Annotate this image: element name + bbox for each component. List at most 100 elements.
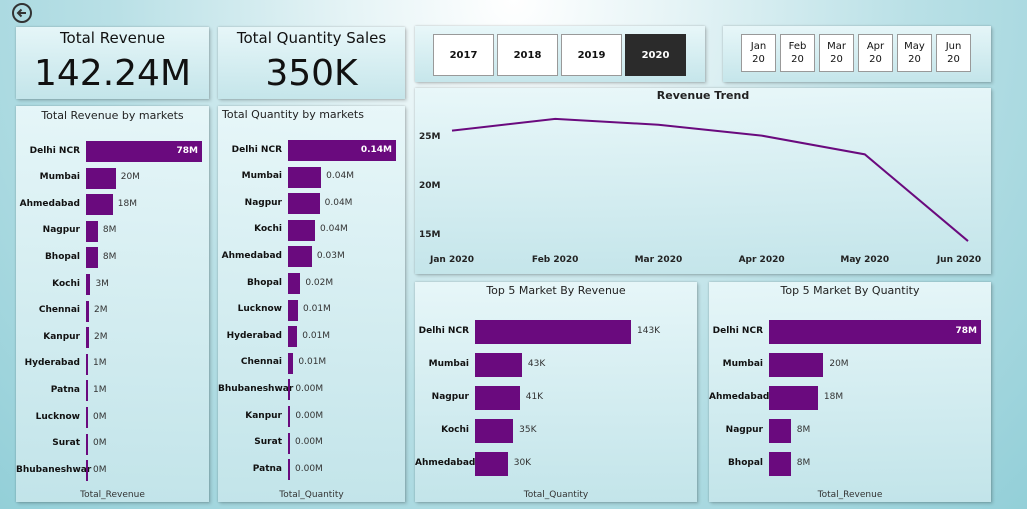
month-button[interactable]: Feb 20 [780, 34, 815, 72]
market-value-label: 3M [95, 278, 109, 289]
market-bar[interactable] [86, 353, 88, 375]
market-value-label: 0.14M [360, 144, 392, 155]
market-bar[interactable] [86, 274, 91, 295]
category-label: Ahmedabad [709, 392, 770, 402]
market-bar[interactable] [86, 460, 88, 482]
market-label: Chennai [240, 357, 282, 368]
quantity-by-markets-chart: Total Quantity by markets Total_Quantity… [218, 106, 405, 502]
market-bar[interactable] [288, 299, 299, 321]
market-bar[interactable] [288, 326, 298, 348]
revenue-by-markets-axis-label: Total_Revenue [80, 490, 145, 500]
category-label: Delhi NCR [712, 326, 763, 336]
top5-revenue-axis-label: Total_Quantity [523, 490, 589, 500]
market-label: Ahmedabad [221, 250, 282, 261]
bar-value-label: 43K [527, 359, 546, 369]
market-bar[interactable] [86, 141, 202, 162]
market-value-label: 2M [93, 331, 108, 342]
top5-bar[interactable] [769, 353, 824, 377]
market-value-label: 1M [93, 384, 107, 395]
revenue-trend-chart: Revenue Trend 25M 20M 15M Jan 2020 Feb 2020 M… [415, 88, 991, 274]
year-button[interactable]: 2018 [497, 34, 558, 76]
category-label: Bhopal [727, 458, 763, 468]
market-bar[interactable] [288, 193, 320, 215]
market-value-label: 20M [120, 172, 140, 183]
revenue-trend-point[interactable] [553, 117, 557, 121]
back-arrow-icon[interactable] [12, 3, 32, 23]
bar-value-label: 41K [525, 392, 544, 402]
year-button[interactable]: 2017 [433, 34, 494, 76]
category-label: Nagpur [725, 425, 763, 435]
revenue-trend-point[interactable] [966, 239, 970, 243]
top5-bar[interactable] [475, 419, 514, 443]
market-value-label: 0M [93, 438, 107, 449]
top5-bar[interactable] [475, 386, 520, 410]
month-name: May [904, 41, 925, 52]
market-bar[interactable] [288, 166, 322, 188]
top5-bar[interactable] [769, 320, 981, 344]
market-bar[interactable] [288, 246, 312, 268]
kpi-quantity-value: 350K [265, 53, 358, 94]
top5-bar[interactable] [475, 320, 631, 344]
market-value-label: 0.00M [295, 463, 323, 474]
market-label: Kochi [52, 278, 80, 289]
top5-bar[interactable] [475, 452, 508, 476]
year-button[interactable]: 2019 [561, 34, 622, 76]
x-tick-label: Jun 2020 [936, 255, 982, 265]
month-button[interactable]: Jun 20 [936, 34, 971, 72]
bar-value-label: 8M [796, 425, 811, 435]
market-label: Hyderabad [226, 330, 282, 341]
market-value-label: 1M [93, 358, 107, 369]
market-bar[interactable] [288, 459, 290, 481]
year-button[interactable]: 2020 [625, 34, 686, 76]
market-bar[interactable] [86, 300, 89, 322]
revenue-trend-point[interactable] [760, 134, 764, 138]
kpi-revenue-value: 142.24M [33, 53, 192, 94]
market-bar[interactable] [86, 167, 116, 189]
revenue-trend-point[interactable] [656, 123, 660, 127]
month-year: 20 [830, 54, 843, 65]
revenue-by-markets-chart: Total Revenue by markets Total_Revenue D… [16, 106, 209, 502]
top5-revenue-title: Top 5 Market By Revenue [486, 284, 626, 297]
market-label: Patna [252, 463, 282, 474]
month-year: 20 [908, 54, 921, 65]
market-label: Mumbai [39, 172, 80, 183]
market-value-label: 0.04M [326, 171, 354, 182]
market-value-label: 78M [176, 145, 198, 156]
month-button[interactable]: Jan 20 [741, 34, 776, 72]
market-value-label: 0.04M [320, 224, 348, 235]
market-bar[interactable] [288, 406, 291, 427]
market-bar[interactable] [288, 219, 315, 241]
market-value-label: 0.00M [295, 383, 324, 394]
market-bar[interactable] [86, 327, 89, 349]
quantity-by-markets-axis-label: Total_Quantity [279, 490, 344, 500]
market-bar[interactable] [86, 407, 88, 428]
revenue-trend-point[interactable] [863, 152, 867, 156]
market-label: Mumbai [241, 171, 282, 182]
market-value-label: 18M [117, 198, 137, 209]
market-bar[interactable] [288, 140, 396, 161]
category-label: Kochi [441, 425, 469, 435]
market-label: Ahmedabad [19, 198, 80, 209]
market-bar[interactable] [288, 432, 290, 454]
top5-quantity-chart: Top 5 Market By Quantity Total_Revenue D… [709, 282, 991, 502]
market-bar[interactable] [288, 379, 291, 401]
month-button[interactable]: May 20 [897, 34, 932, 72]
month-button[interactable]: Mar 20 [819, 34, 854, 72]
top5-bar[interactable] [769, 419, 791, 443]
top5-bar[interactable] [769, 386, 818, 410]
market-bar[interactable] [288, 352, 294, 374]
market-bar[interactable] [86, 433, 88, 455]
revenue-trend-point[interactable] [450, 129, 454, 133]
revenue-trend-plot [450, 117, 970, 243]
y-tick-label: 15M [419, 230, 441, 241]
year-slicer: 2017 2018 2019 2020 [415, 26, 705, 82]
market-bar[interactable] [86, 220, 98, 242]
market-bar[interactable] [86, 380, 88, 402]
bar-value-label: 18M [823, 392, 844, 402]
market-bar[interactable] [86, 247, 98, 269]
top5-bar[interactable] [475, 353, 522, 377]
top5-bar[interactable] [769, 452, 791, 476]
market-bar[interactable] [86, 194, 113, 216]
market-bar[interactable] [288, 273, 301, 294]
month-button[interactable]: Apr 20 [858, 34, 893, 72]
